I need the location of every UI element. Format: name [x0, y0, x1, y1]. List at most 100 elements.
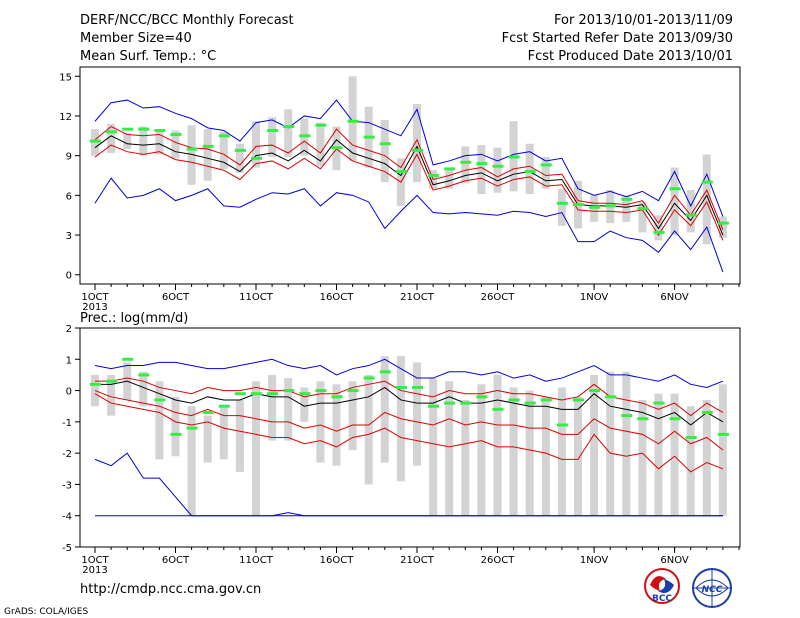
spread-box	[219, 406, 228, 460]
header-variable: Mean Surf. Temp.: °C	[80, 49, 216, 64]
spread-box	[380, 119, 389, 183]
observed-mark	[331, 395, 343, 399]
x-tick-label: 16OCT	[320, 292, 355, 303]
observed-mark	[460, 160, 472, 164]
observed-mark	[476, 162, 488, 166]
spread-box	[171, 130, 180, 159]
observed-mark	[637, 417, 649, 421]
observed-mark	[508, 155, 520, 159]
observed-mark	[412, 148, 423, 152]
observed-mark	[395, 170, 407, 174]
spread-box	[622, 371, 631, 516]
spread-box	[203, 415, 212, 463]
spread-box	[493, 147, 502, 193]
spread-box	[316, 122, 325, 167]
spread-box	[686, 190, 695, 233]
observed-mark	[621, 414, 633, 418]
spread-box	[638, 399, 647, 516]
observed-mark	[315, 389, 327, 393]
spread-box	[107, 374, 116, 416]
footer-url[interactable]: http://cmdp.ncc.cma.gov.cn	[80, 582, 261, 597]
observed-mark	[267, 392, 279, 396]
spread-box	[268, 374, 277, 441]
spread-box	[541, 396, 550, 516]
observed-mark	[202, 144, 214, 148]
spread-box	[493, 374, 502, 516]
spread-box	[300, 387, 309, 422]
panel-frame	[79, 66, 741, 285]
series-upper	[94, 125, 724, 230]
observed-mark	[299, 134, 311, 138]
observed-mark	[251, 392, 262, 396]
x-tick-label: 6OCT	[162, 292, 190, 303]
spread-box	[461, 399, 470, 516]
series-lower	[94, 144, 724, 241]
series-max	[94, 358, 724, 388]
observed-mark	[428, 404, 440, 408]
spread-box	[557, 188, 566, 226]
observed-mark	[540, 398, 552, 402]
observed-mark	[717, 432, 729, 436]
y-tick-label: 9	[66, 152, 72, 163]
observed-mark	[685, 436, 697, 439]
spread-box	[445, 381, 454, 516]
spread-box	[413, 104, 421, 183]
y-tick-label: -2	[62, 449, 72, 460]
observed-mark	[492, 407, 504, 411]
spread-box	[702, 154, 711, 245]
spread-box	[171, 396, 180, 457]
observed-mark	[251, 156, 262, 160]
observed-mark	[170, 432, 182, 436]
observed-mark	[90, 382, 101, 386]
y-tick-label: 0	[66, 387, 72, 398]
observed-mark	[202, 410, 214, 414]
observed-mark	[234, 148, 246, 152]
observed-mark	[428, 174, 440, 177]
observed-mark	[701, 180, 713, 184]
spread-box	[203, 129, 212, 181]
x-tick-label: 16OCT	[320, 555, 355, 566]
y-tick-label: -3	[62, 480, 72, 491]
observed-mark	[669, 187, 681, 191]
spread-box	[461, 146, 470, 184]
observed-mark	[524, 401, 536, 405]
header-member-size: Member Size=40	[80, 31, 192, 46]
observed-mark	[685, 213, 697, 217]
observed-mark	[476, 395, 488, 399]
y-tick-label: -5	[62, 543, 72, 554]
spread-box	[364, 374, 373, 485]
spread-box	[284, 378, 293, 441]
observed-mark	[106, 379, 118, 383]
spread-box	[413, 362, 421, 466]
spread-box	[252, 381, 260, 516]
observed-mark	[395, 385, 407, 389]
temperature-panel: 0 3 6 9 12 15 1OCT 6OCT 11OCT 16OCT 21OCT 26OCT 1NOV…	[59, 66, 741, 313]
observed-mark	[589, 205, 601, 209]
observed-mark	[170, 132, 182, 136]
observed-mark	[556, 423, 568, 427]
observed-mark	[573, 203, 584, 207]
x-tick-label: 11OCT	[239, 555, 274, 566]
y-tick-label: 3	[66, 231, 72, 242]
observed-mark	[379, 142, 391, 146]
observed-mark	[605, 204, 617, 208]
observed-mark	[283, 125, 295, 129]
observed-mark	[669, 417, 681, 421]
observed-mark	[653, 401, 665, 405]
observed-mark	[444, 401, 456, 405]
x-tick-label: 1NOV	[580, 292, 609, 303]
x-tick-label: 6NOV	[660, 292, 689, 303]
precip-title: Prec.: log(mm/d)	[80, 311, 188, 326]
spread-box	[718, 216, 727, 238]
spread-box	[155, 129, 164, 155]
spread-box	[187, 125, 196, 185]
observed-mark	[186, 147, 198, 151]
x-tick-label: 26OCT	[481, 292, 516, 303]
observed-mark	[315, 123, 327, 127]
spread-box	[187, 406, 196, 516]
spread-box	[638, 201, 647, 233]
observed-mark	[621, 197, 633, 201]
spread-box	[606, 371, 615, 516]
